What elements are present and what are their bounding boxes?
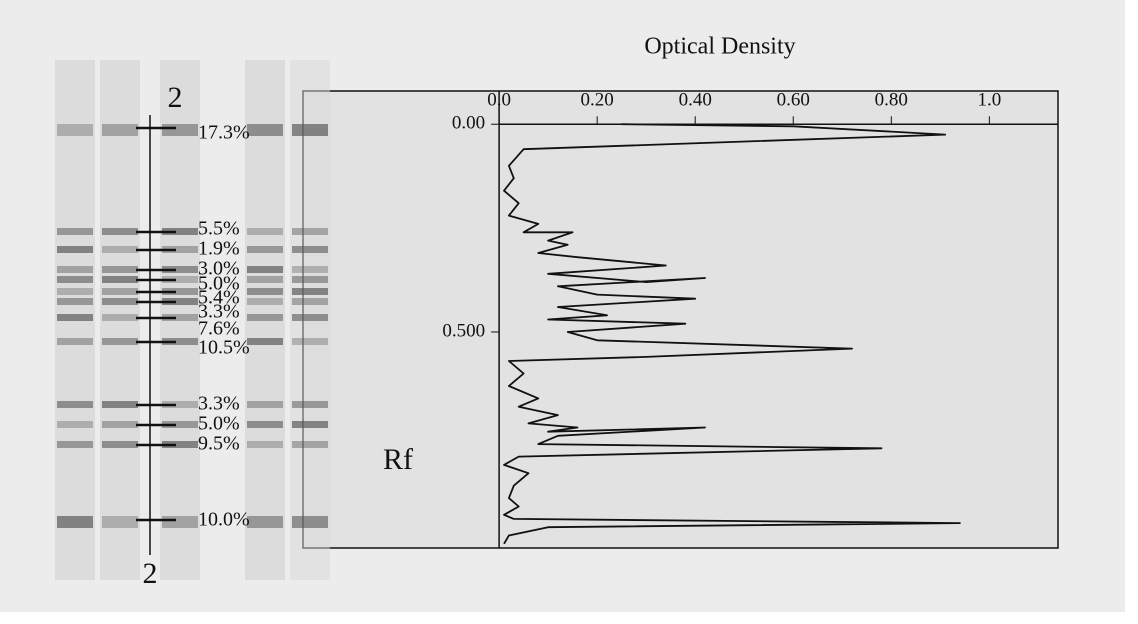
gel-band (57, 421, 93, 428)
gel-label: 5.4% (198, 287, 240, 309)
gel-band (57, 401, 93, 408)
gel-band (292, 516, 328, 528)
gel-band (102, 421, 138, 428)
gel-band (162, 246, 198, 253)
chart-title: Optical Density (644, 34, 795, 60)
gel-lane (100, 60, 140, 580)
lane-label: 2 (143, 557, 158, 590)
y-tick-label: 0.500 (442, 320, 485, 341)
gel-band (247, 266, 283, 273)
x-tick-label: 1.0 (977, 89, 1001, 110)
gel-band (57, 276, 93, 283)
gel-label: 10.0% (198, 509, 250, 531)
gel-band (162, 266, 198, 273)
gel-band (292, 298, 328, 305)
gel-label: 9.5% (198, 433, 240, 455)
gel-label: 5.5% (198, 218, 240, 240)
gel-band (162, 516, 198, 528)
gel-label: 3.0% (198, 258, 240, 280)
gel-band (57, 288, 93, 295)
gel-label: 3.3% (198, 393, 240, 415)
plot-box (302, 90, 1059, 549)
gel-band (292, 288, 328, 295)
gel-band (57, 246, 93, 253)
y-tick-label: 0.00 (452, 113, 485, 134)
gel-band (102, 298, 138, 305)
gel-band (57, 441, 93, 448)
gel-band (102, 246, 138, 253)
gel: 17.3%5.5%1.9%3.0%5.0%5.4%3.3%7.6%10.5%3.… (55, 60, 330, 590)
gel-band (247, 228, 283, 235)
gel-band (292, 338, 328, 345)
gel-band (102, 516, 138, 528)
gel-band (162, 124, 198, 136)
gel-band (102, 338, 138, 345)
x-tick-label: 0.20 (581, 89, 614, 110)
gel-band (292, 421, 328, 428)
gel-band (292, 314, 328, 321)
gel-band (57, 338, 93, 345)
density-trace (503, 123, 961, 545)
x-tick-label: 0.60 (777, 89, 810, 110)
gel-label: 10.5% (198, 337, 250, 359)
gel-band (102, 124, 138, 136)
gel-band (102, 441, 138, 448)
y-axis-label: Rf (383, 443, 413, 476)
gel-label: 5.0% (198, 273, 240, 295)
gel-band (247, 441, 283, 448)
x-tick-label: 0.40 (679, 89, 712, 110)
gel-label: 1.9% (198, 238, 240, 260)
gel-band (162, 276, 198, 283)
gel-band (247, 338, 283, 345)
gel-band (102, 266, 138, 273)
gel-band (162, 441, 198, 448)
gel-label: 5.0% (198, 413, 240, 435)
gel-band (162, 338, 198, 345)
gel-band (162, 298, 198, 305)
gel-band (57, 298, 93, 305)
gel-band (292, 246, 328, 253)
gel-band (292, 441, 328, 448)
gel-band (247, 276, 283, 283)
gel-band (292, 276, 328, 283)
gel-label: 3.3% (198, 301, 240, 323)
gel-label: 7.6% (198, 318, 240, 340)
gel-band (292, 124, 328, 136)
gel-band (57, 124, 93, 136)
gel-band (247, 314, 283, 321)
gel-band (57, 516, 93, 528)
gel-band (102, 276, 138, 283)
gel-band (162, 421, 198, 428)
gel-band (162, 314, 198, 321)
gel-label: 17.3% (198, 122, 250, 144)
gel-band (247, 516, 283, 528)
gel-band (162, 288, 198, 295)
gel-band (102, 288, 138, 295)
gel-band (292, 266, 328, 273)
gel-band (247, 298, 283, 305)
x-tick-label: 0.0 (487, 89, 511, 110)
gel-band (247, 246, 283, 253)
gel-band (247, 288, 283, 295)
gel-band (162, 401, 198, 408)
gel-band (247, 421, 283, 428)
gel-band (247, 401, 283, 408)
gel-band (102, 314, 138, 321)
gel-band (247, 124, 283, 136)
gel-band (57, 266, 93, 273)
x-tick-label: 0.80 (875, 89, 908, 110)
gel-band (292, 228, 328, 235)
gel-band (102, 228, 138, 235)
gel-band (57, 228, 93, 235)
gel-band (57, 314, 93, 321)
gel-band (102, 401, 138, 408)
gel-band (292, 401, 328, 408)
lane-label: 2 (168, 81, 183, 114)
gel-lane (160, 60, 200, 580)
gel-band (162, 228, 198, 235)
